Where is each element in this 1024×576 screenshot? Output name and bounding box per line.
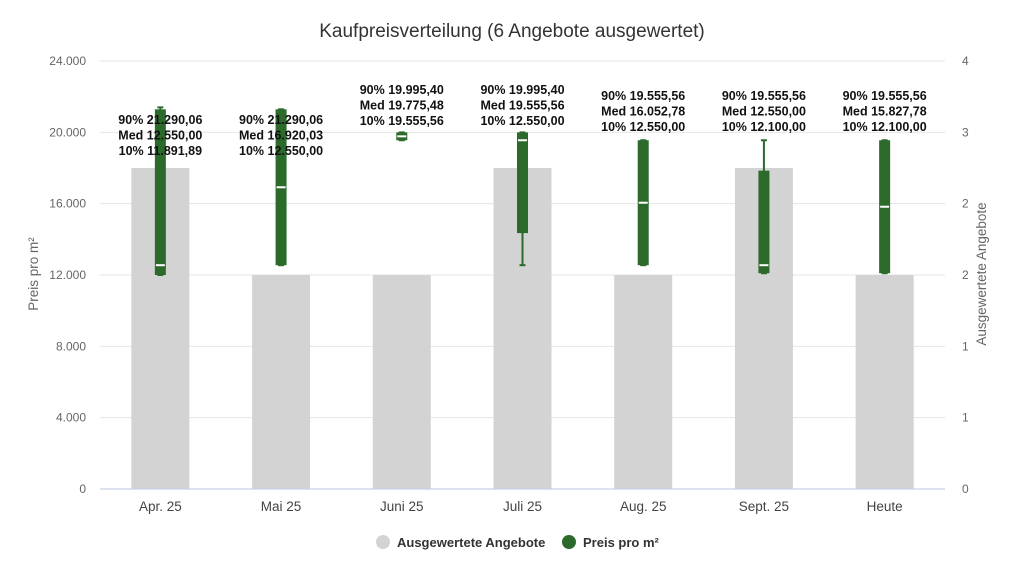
bar: [614, 275, 673, 489]
y-left-tick-label: 0: [79, 482, 86, 496]
box-plot: [517, 131, 528, 267]
box-plot: [637, 139, 649, 267]
x-tick-label: Aug. 25: [620, 499, 667, 514]
y-right-tick-label: 4: [962, 54, 969, 68]
box-body: [154, 109, 166, 275]
legend-label-boxes: Preis pro m²: [583, 535, 660, 550]
y-right-tick-label: 2: [962, 268, 969, 282]
annotation-line: Med 16.920,03: [239, 129, 323, 143]
annotation-line: 90% 19.555,56: [601, 89, 685, 103]
box-plot: [758, 139, 770, 275]
legend-label-bars: Ausgewertete Angebote: [397, 535, 545, 550]
x-tick-label: Juli 25: [503, 499, 542, 514]
y-left-tick-label: 16.000: [49, 197, 86, 211]
box-plot: [154, 106, 166, 276]
annotation-line: 90% 21.290,06: [239, 113, 323, 127]
annotation-line: Med 19.555,56: [480, 99, 564, 113]
y-left-tick-label: 12.000: [49, 268, 86, 282]
y-axis-right-label: Ausgewertete Angebote: [974, 202, 989, 345]
box-plot: [275, 108, 287, 267]
y-left-tick-label: 4.000: [56, 411, 86, 425]
annotation-line: 90% 19.995,40: [480, 83, 564, 97]
annotation-line: 90% 19.995,40: [360, 83, 444, 97]
box-plot: [879, 139, 891, 275]
annotation-line: 10% 12.100,00: [843, 120, 927, 134]
legend: Ausgewertete Angebote Preis pro m²: [376, 535, 660, 550]
y-left-tick-label: 8.000: [56, 339, 86, 353]
legend-item-bars[interactable]: Ausgewertete Angebote: [376, 535, 545, 550]
annotation-line: 90% 19.555,56: [843, 89, 927, 103]
y-right-tick-label: 0: [962, 482, 969, 496]
y-right-tick-label: 3: [962, 125, 969, 139]
box-body: [517, 132, 528, 234]
legend-item-boxes[interactable]: Preis pro m²: [562, 535, 660, 550]
annotation-line: Med 15.827,78: [843, 105, 927, 119]
box-plot: [396, 131, 408, 142]
bar: [855, 275, 914, 489]
annotation-line: Med 12.550,00: [118, 129, 202, 143]
legend-swatch-bars: [376, 535, 390, 549]
x-tick-label: Mai 25: [261, 499, 302, 514]
annotation-line: 10% 12.550,00: [480, 114, 564, 128]
axes: 0 0 4.000 1 8.000 1 12.000 2 16.000 2 20.000 3 24.00…: [49, 54, 969, 514]
annotation-line: Med 16.052,78: [601, 105, 685, 119]
y-right-tick-label: 2: [962, 197, 969, 211]
legend-swatch-boxes: [562, 535, 576, 549]
annotation-line: Med 12.550,00: [722, 105, 806, 119]
bar-series: [131, 168, 914, 489]
x-tick-label: Juni 25: [380, 499, 424, 514]
annotation-line: Med 19.775,48: [360, 99, 444, 113]
chart-title: Kaufpreisverteilung (6 Angebote ausgewer…: [319, 21, 705, 42]
annotation-line: 90% 21.290,06: [118, 113, 202, 127]
annotation-line: 90% 19.555,56: [722, 89, 806, 103]
box-body: [758, 170, 770, 274]
x-tick-label: Heute: [867, 499, 903, 514]
annotation-line: 10% 12.550,00: [601, 120, 685, 134]
y-left-tick-label: 24.000: [49, 54, 86, 68]
bar: [372, 275, 431, 489]
box-series: [154, 106, 891, 276]
annotation-line: 10% 19.555,56: [360, 114, 444, 128]
annotation-line: 10% 11.891,89: [119, 144, 202, 158]
bar: [252, 275, 311, 489]
x-tick-label: Sept. 25: [739, 499, 789, 514]
annotation-line: 10% 12.100,00: [722, 120, 806, 134]
y-left-tick-label: 20.000: [49, 125, 86, 139]
y-axis-left-label: Preis pro m²: [26, 237, 41, 311]
x-tick-label: Apr. 25: [139, 499, 182, 514]
y-right-tick-label: 1: [962, 339, 969, 353]
y-right-tick-label: 1: [962, 411, 969, 425]
annotation-line: 10% 12.550,00: [239, 144, 323, 158]
